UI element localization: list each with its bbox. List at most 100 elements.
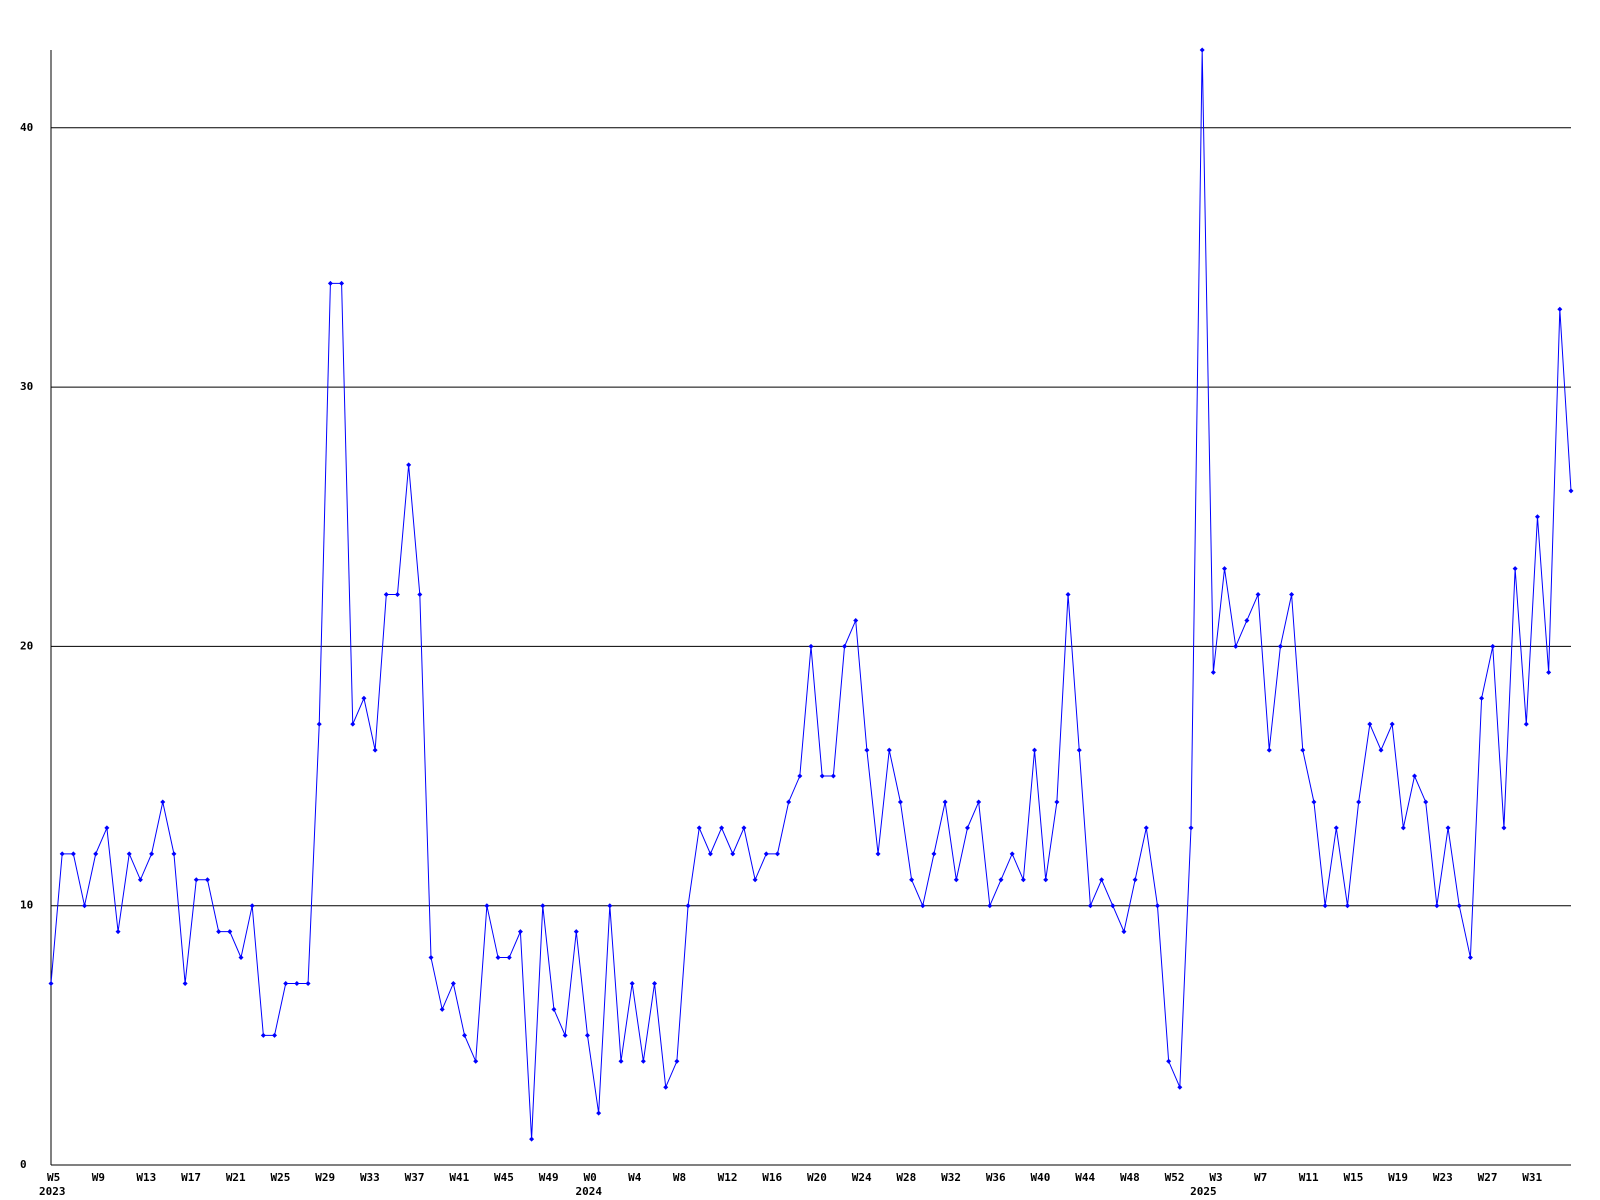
point-marker <box>1400 825 1406 831</box>
point-marker <box>652 980 658 986</box>
point-marker <box>786 799 792 805</box>
x-tick-label: W16 <box>762 1171 782 1184</box>
x-tick-label: W40 <box>1031 1171 1051 1184</box>
point-marker <box>59 851 65 857</box>
x-tick-label: W23 <box>1433 1171 1453 1184</box>
point-marker <box>1311 799 1317 805</box>
point-marker <box>1188 825 1194 831</box>
point-marker <box>1445 825 1451 831</box>
x-tick-label: W5 <box>47 1171 60 1184</box>
point-marker <box>506 955 512 961</box>
point-marker <box>875 851 881 857</box>
point-marker <box>327 280 333 286</box>
point-marker <box>819 773 825 779</box>
point-marker <box>517 929 523 935</box>
point-marker <box>808 643 814 649</box>
point-marker <box>283 980 289 986</box>
series-line <box>50 49 1572 1140</box>
point-marker <box>1210 669 1216 675</box>
point-marker <box>495 955 501 961</box>
x-tick-label: W24 <box>852 1171 872 1184</box>
point-marker <box>830 773 836 779</box>
point-marker <box>1557 306 1563 312</box>
point-marker <box>998 877 1004 883</box>
point-marker <box>182 980 188 986</box>
x-tick-label: W41 <box>449 1171 469 1184</box>
point-marker <box>372 747 378 753</box>
point-marker <box>897 799 903 805</box>
point-marker <box>1367 721 1373 727</box>
x-tick-label: W45 <box>494 1171 514 1184</box>
point-marker <box>596 1110 602 1116</box>
point-marker <box>394 592 400 598</box>
point-marker <box>1132 877 1138 883</box>
point-marker <box>696 825 702 831</box>
point-marker <box>864 747 870 753</box>
point-marker <box>1032 747 1038 753</box>
x-tick-label: W48 <box>1120 1171 1140 1184</box>
x-tick-label: W20 <box>807 1171 827 1184</box>
point-marker <box>1233 643 1239 649</box>
point-marker <box>1043 877 1049 883</box>
point-marker <box>484 903 490 909</box>
y-tick-label: 10 <box>20 899 33 912</box>
x-tick-label: W33 <box>360 1171 380 1184</box>
point-marker <box>171 851 177 857</box>
point-marker <box>685 903 691 909</box>
point-marker <box>1423 799 1429 805</box>
point-marker <box>1154 903 1160 909</box>
point-marker <box>1110 903 1116 909</box>
point-marker <box>618 1058 624 1064</box>
x-tick-label: W29 <box>315 1171 335 1184</box>
point-marker <box>741 825 747 831</box>
point-marker <box>953 877 959 883</box>
point-marker <box>1199 47 1205 53</box>
point-marker <box>1501 825 1507 831</box>
x-tick-label: W37 <box>405 1171 425 1184</box>
point-marker <box>450 980 456 986</box>
point-marker <box>573 929 579 935</box>
point-marker <box>1087 903 1093 909</box>
x-tick-label: W31 <box>1522 1171 1542 1184</box>
point-marker <box>1568 488 1574 494</box>
point-marker <box>473 1058 479 1064</box>
x-tick-label: W36 <box>986 1171 1006 1184</box>
x-tick-label: W27 <box>1478 1171 1498 1184</box>
point-marker <box>1054 799 1060 805</box>
point-marker <box>361 695 367 701</box>
point-marker <box>1177 1084 1183 1090</box>
x-tick-label: W25 <box>271 1171 291 1184</box>
point-marker <box>797 773 803 779</box>
point-marker <box>272 1032 278 1038</box>
point-marker <box>1512 566 1518 572</box>
point-marker <box>316 721 322 727</box>
point-marker <box>1222 566 1228 572</box>
point-marker <box>562 1032 568 1038</box>
x-tick-label: W21 <box>226 1171 246 1184</box>
point-marker <box>909 877 915 883</box>
point-marker <box>763 851 769 857</box>
x-tick-label: W28 <box>896 1171 916 1184</box>
point-marker <box>774 851 780 857</box>
point-marker <box>1289 592 1295 598</box>
x-tick-label: W13 <box>136 1171 156 1184</box>
point-marker <box>428 955 434 961</box>
point-marker <box>920 903 926 909</box>
point-marker <box>1467 955 1473 961</box>
point-marker <box>339 280 345 286</box>
point-marker <box>1065 592 1071 598</box>
point-marker <box>1333 825 1339 831</box>
point-marker <box>584 1032 590 1038</box>
x-tick-label: W49 <box>539 1171 559 1184</box>
x-tick-label: W12 <box>718 1171 738 1184</box>
y-tick-label: 40 <box>20 121 33 134</box>
x-tick-label: W4 <box>628 1171 642 1184</box>
x-tick-label: W17 <box>181 1171 201 1184</box>
year-label: 2024 <box>575 1185 602 1198</box>
point-marker <box>238 955 244 961</box>
point-marker <box>663 1084 669 1090</box>
point-marker <box>607 903 613 909</box>
point-marker <box>1166 1058 1172 1064</box>
point-marker <box>227 929 233 935</box>
